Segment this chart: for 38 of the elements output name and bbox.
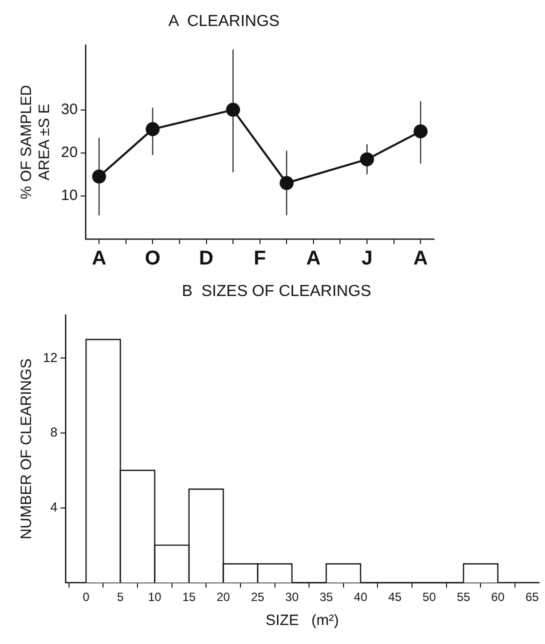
x-tick-label: 50 (422, 590, 436, 604)
point (92, 170, 106, 184)
x-tick-label: 20 (216, 590, 230, 604)
x-tick-label: 10 (148, 590, 162, 604)
point (280, 176, 294, 190)
y-tick-label: 12 (42, 350, 58, 365)
y-axis-title: NUMBER OF CLEARINGS (18, 358, 36, 540)
x-tick-label: 55 (456, 590, 470, 604)
x-tick-label: 45 (388, 590, 402, 604)
x-tick-label: 35 (320, 590, 334, 604)
x-tick-label: O (144, 248, 160, 270)
x-axis-title: SIZE (m²) (266, 612, 339, 630)
y-axis-title: % OF SAMPLED AREA ±S E (18, 84, 54, 200)
x-tick-label: 25 (250, 590, 265, 604)
y-tick-label: 30 (60, 100, 78, 118)
y-tick-label: 20 (60, 144, 78, 162)
x-tick-label: 65 (525, 590, 540, 604)
x-tick-label: 40 (354, 590, 368, 604)
y-tick-label: 8 (50, 424, 58, 440)
x-tick-label: A (306, 248, 321, 270)
x-tick-label: J (361, 248, 373, 270)
x-tick-label: 60 (491, 590, 505, 604)
x-tick-label: 15 (182, 590, 196, 604)
x-tick-label: 0 (82, 590, 90, 604)
chart-title: A CLEARINGS (168, 13, 280, 30)
x-tick-label: D (199, 248, 214, 270)
point (226, 102, 240, 117)
x-tick-label: 30 (285, 590, 299, 604)
x-tick-label: A (413, 248, 428, 270)
y-tick-label: 4 (50, 499, 58, 514)
y-tick-label: 10 (60, 187, 78, 204)
point (360, 152, 374, 166)
point (146, 122, 160, 136)
x-tick-label: F (254, 248, 266, 270)
x-tick-label: 5 (117, 590, 124, 604)
x-tick-label: A (92, 248, 106, 270)
chart-title: B SIZES OF CLEARINGS (182, 283, 372, 300)
point (414, 124, 428, 138)
